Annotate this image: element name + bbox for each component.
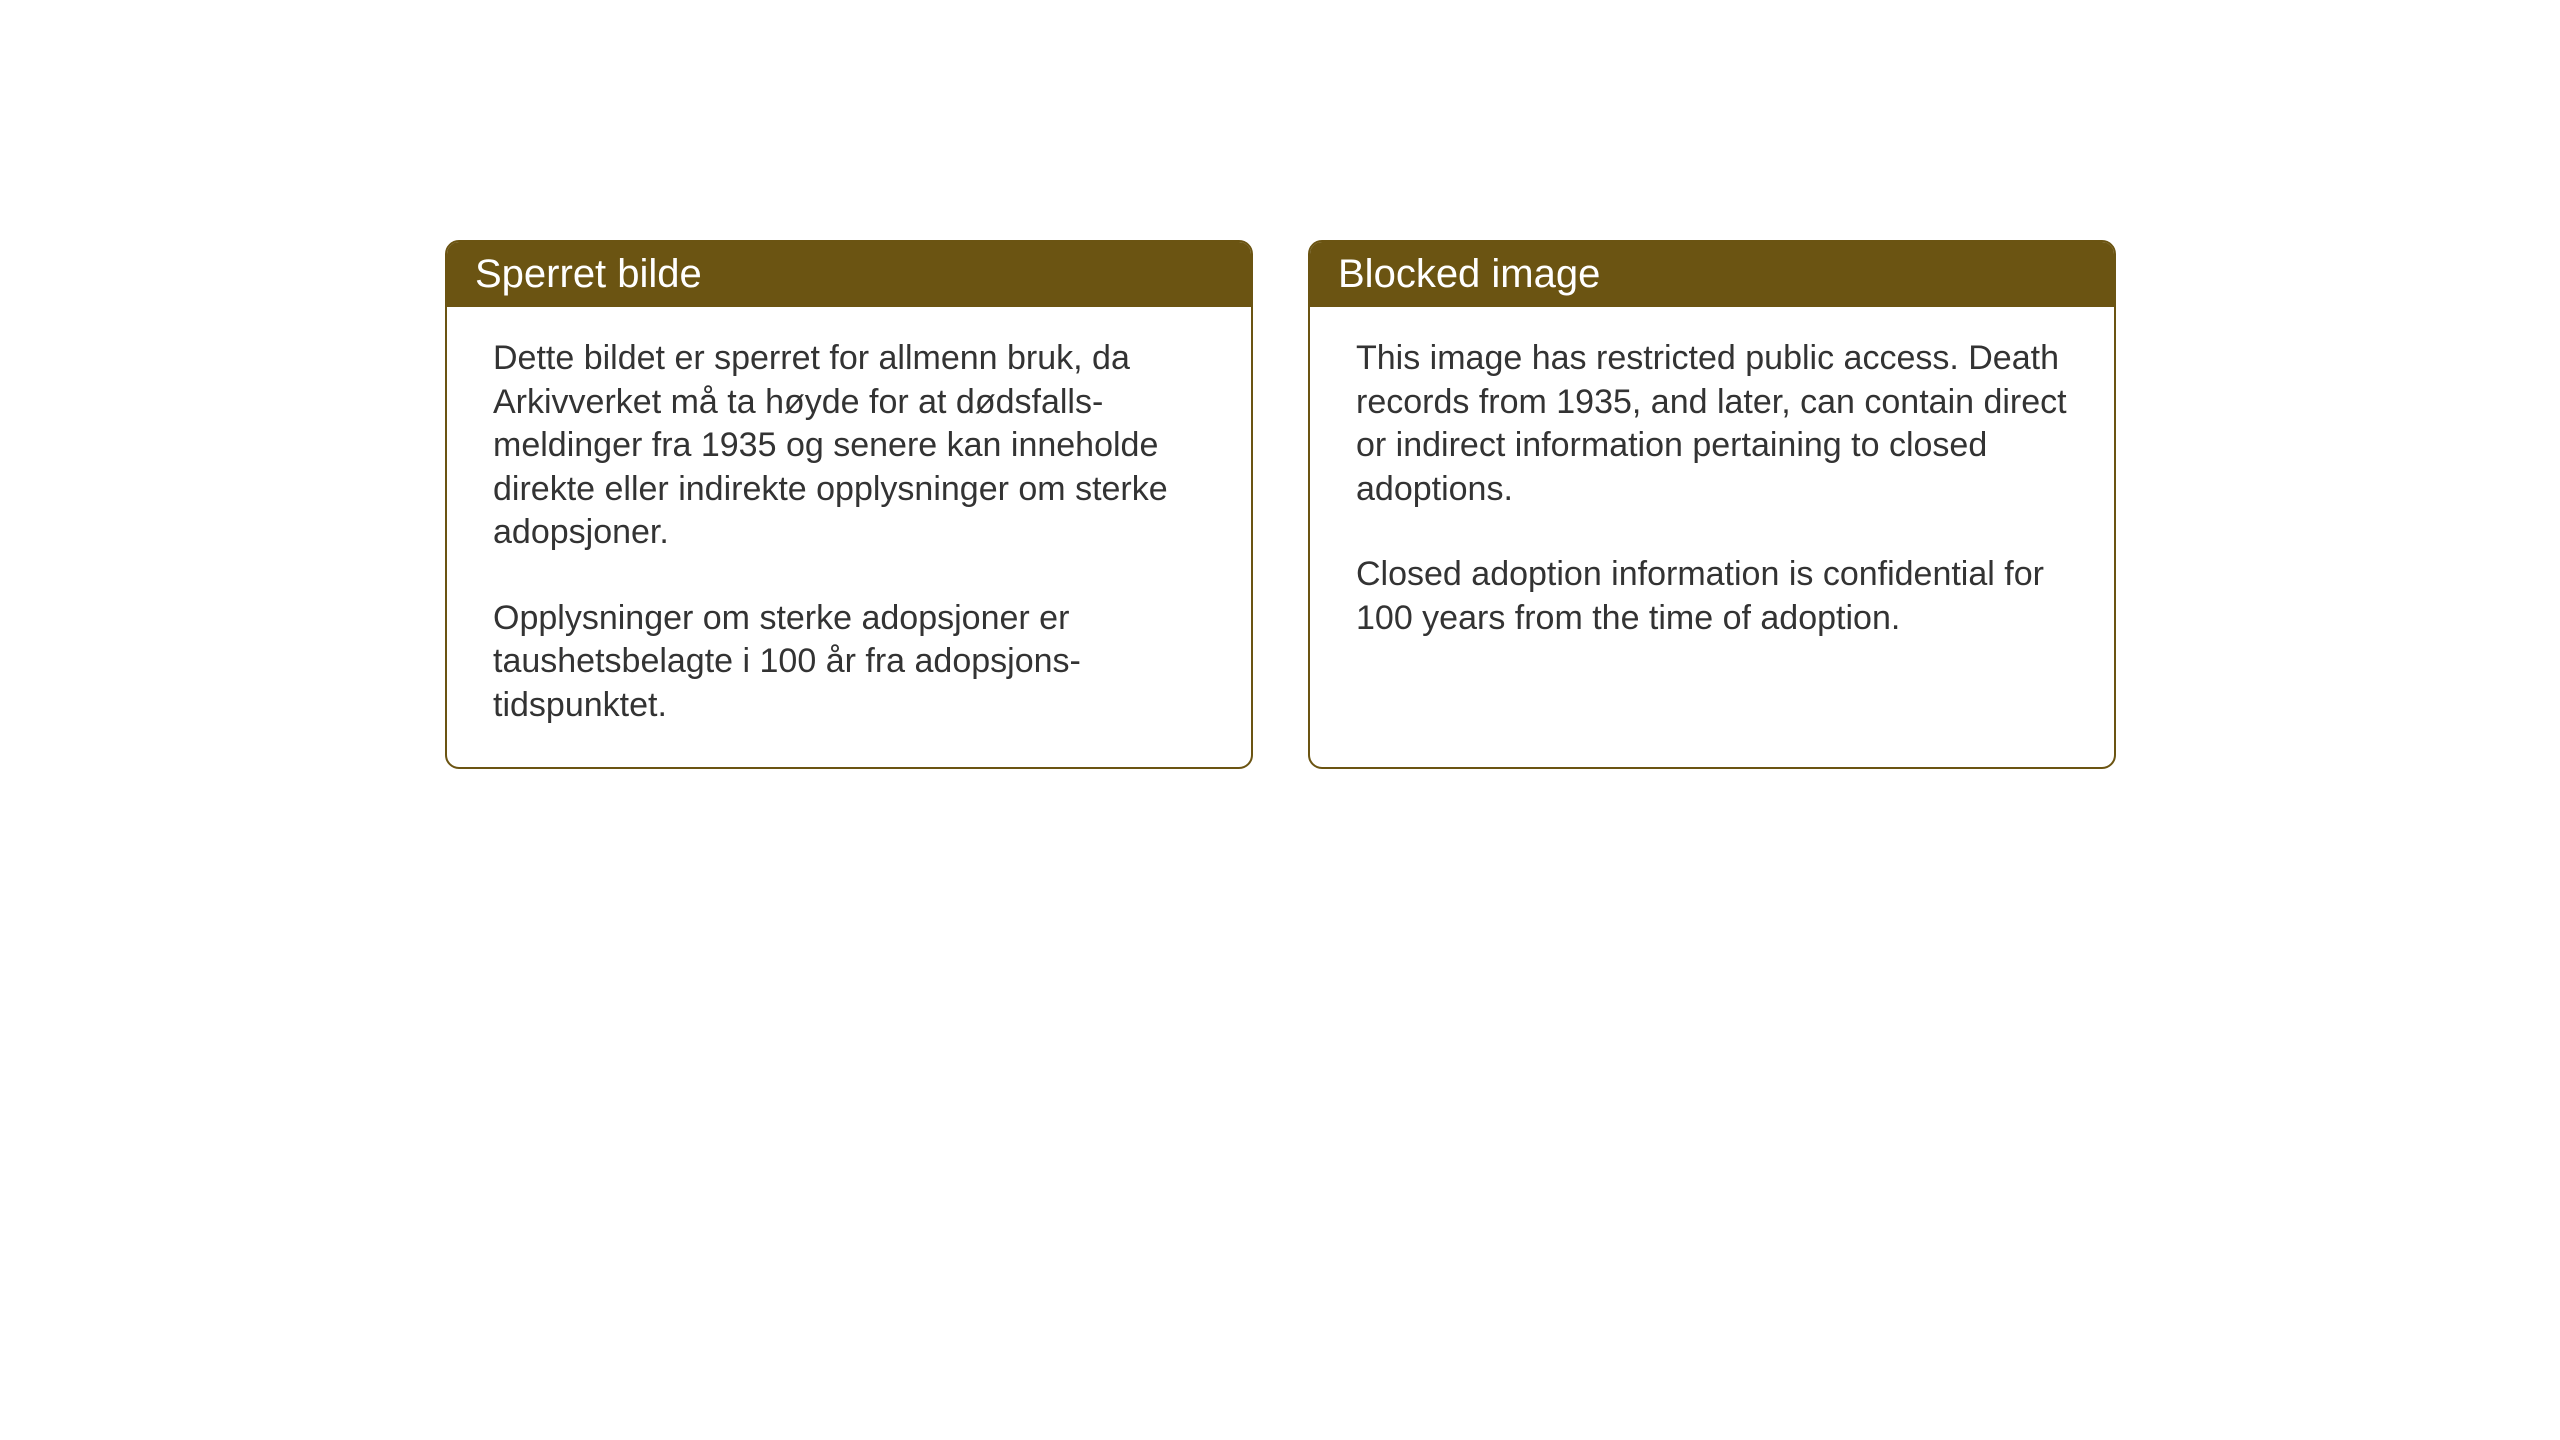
norwegian-paragraph-2: Opplysninger om sterke adopsjoner er tau… — [493, 597, 1205, 728]
norwegian-card-body: Dette bildet er sperret for allmenn bruk… — [447, 307, 1251, 767]
english-card-title: Blocked image — [1338, 252, 1600, 296]
norwegian-paragraph-1: Dette bildet er sperret for allmenn bruk… — [493, 337, 1205, 555]
norwegian-card-header: Sperret bilde — [447, 242, 1251, 307]
english-card-header: Blocked image — [1310, 242, 2114, 307]
english-card-body: This image has restricted public access.… — [1310, 307, 2114, 680]
norwegian-notice-card: Sperret bilde Dette bildet er sperret fo… — [445, 240, 1253, 769]
english-paragraph-2: Closed adoption information is confident… — [1356, 553, 2068, 640]
english-paragraph-1: This image has restricted public access.… — [1356, 337, 2068, 511]
norwegian-card-title: Sperret bilde — [475, 252, 702, 296]
notice-container: Sperret bilde Dette bildet er sperret fo… — [445, 240, 2116, 769]
english-notice-card: Blocked image This image has restricted … — [1308, 240, 2116, 769]
